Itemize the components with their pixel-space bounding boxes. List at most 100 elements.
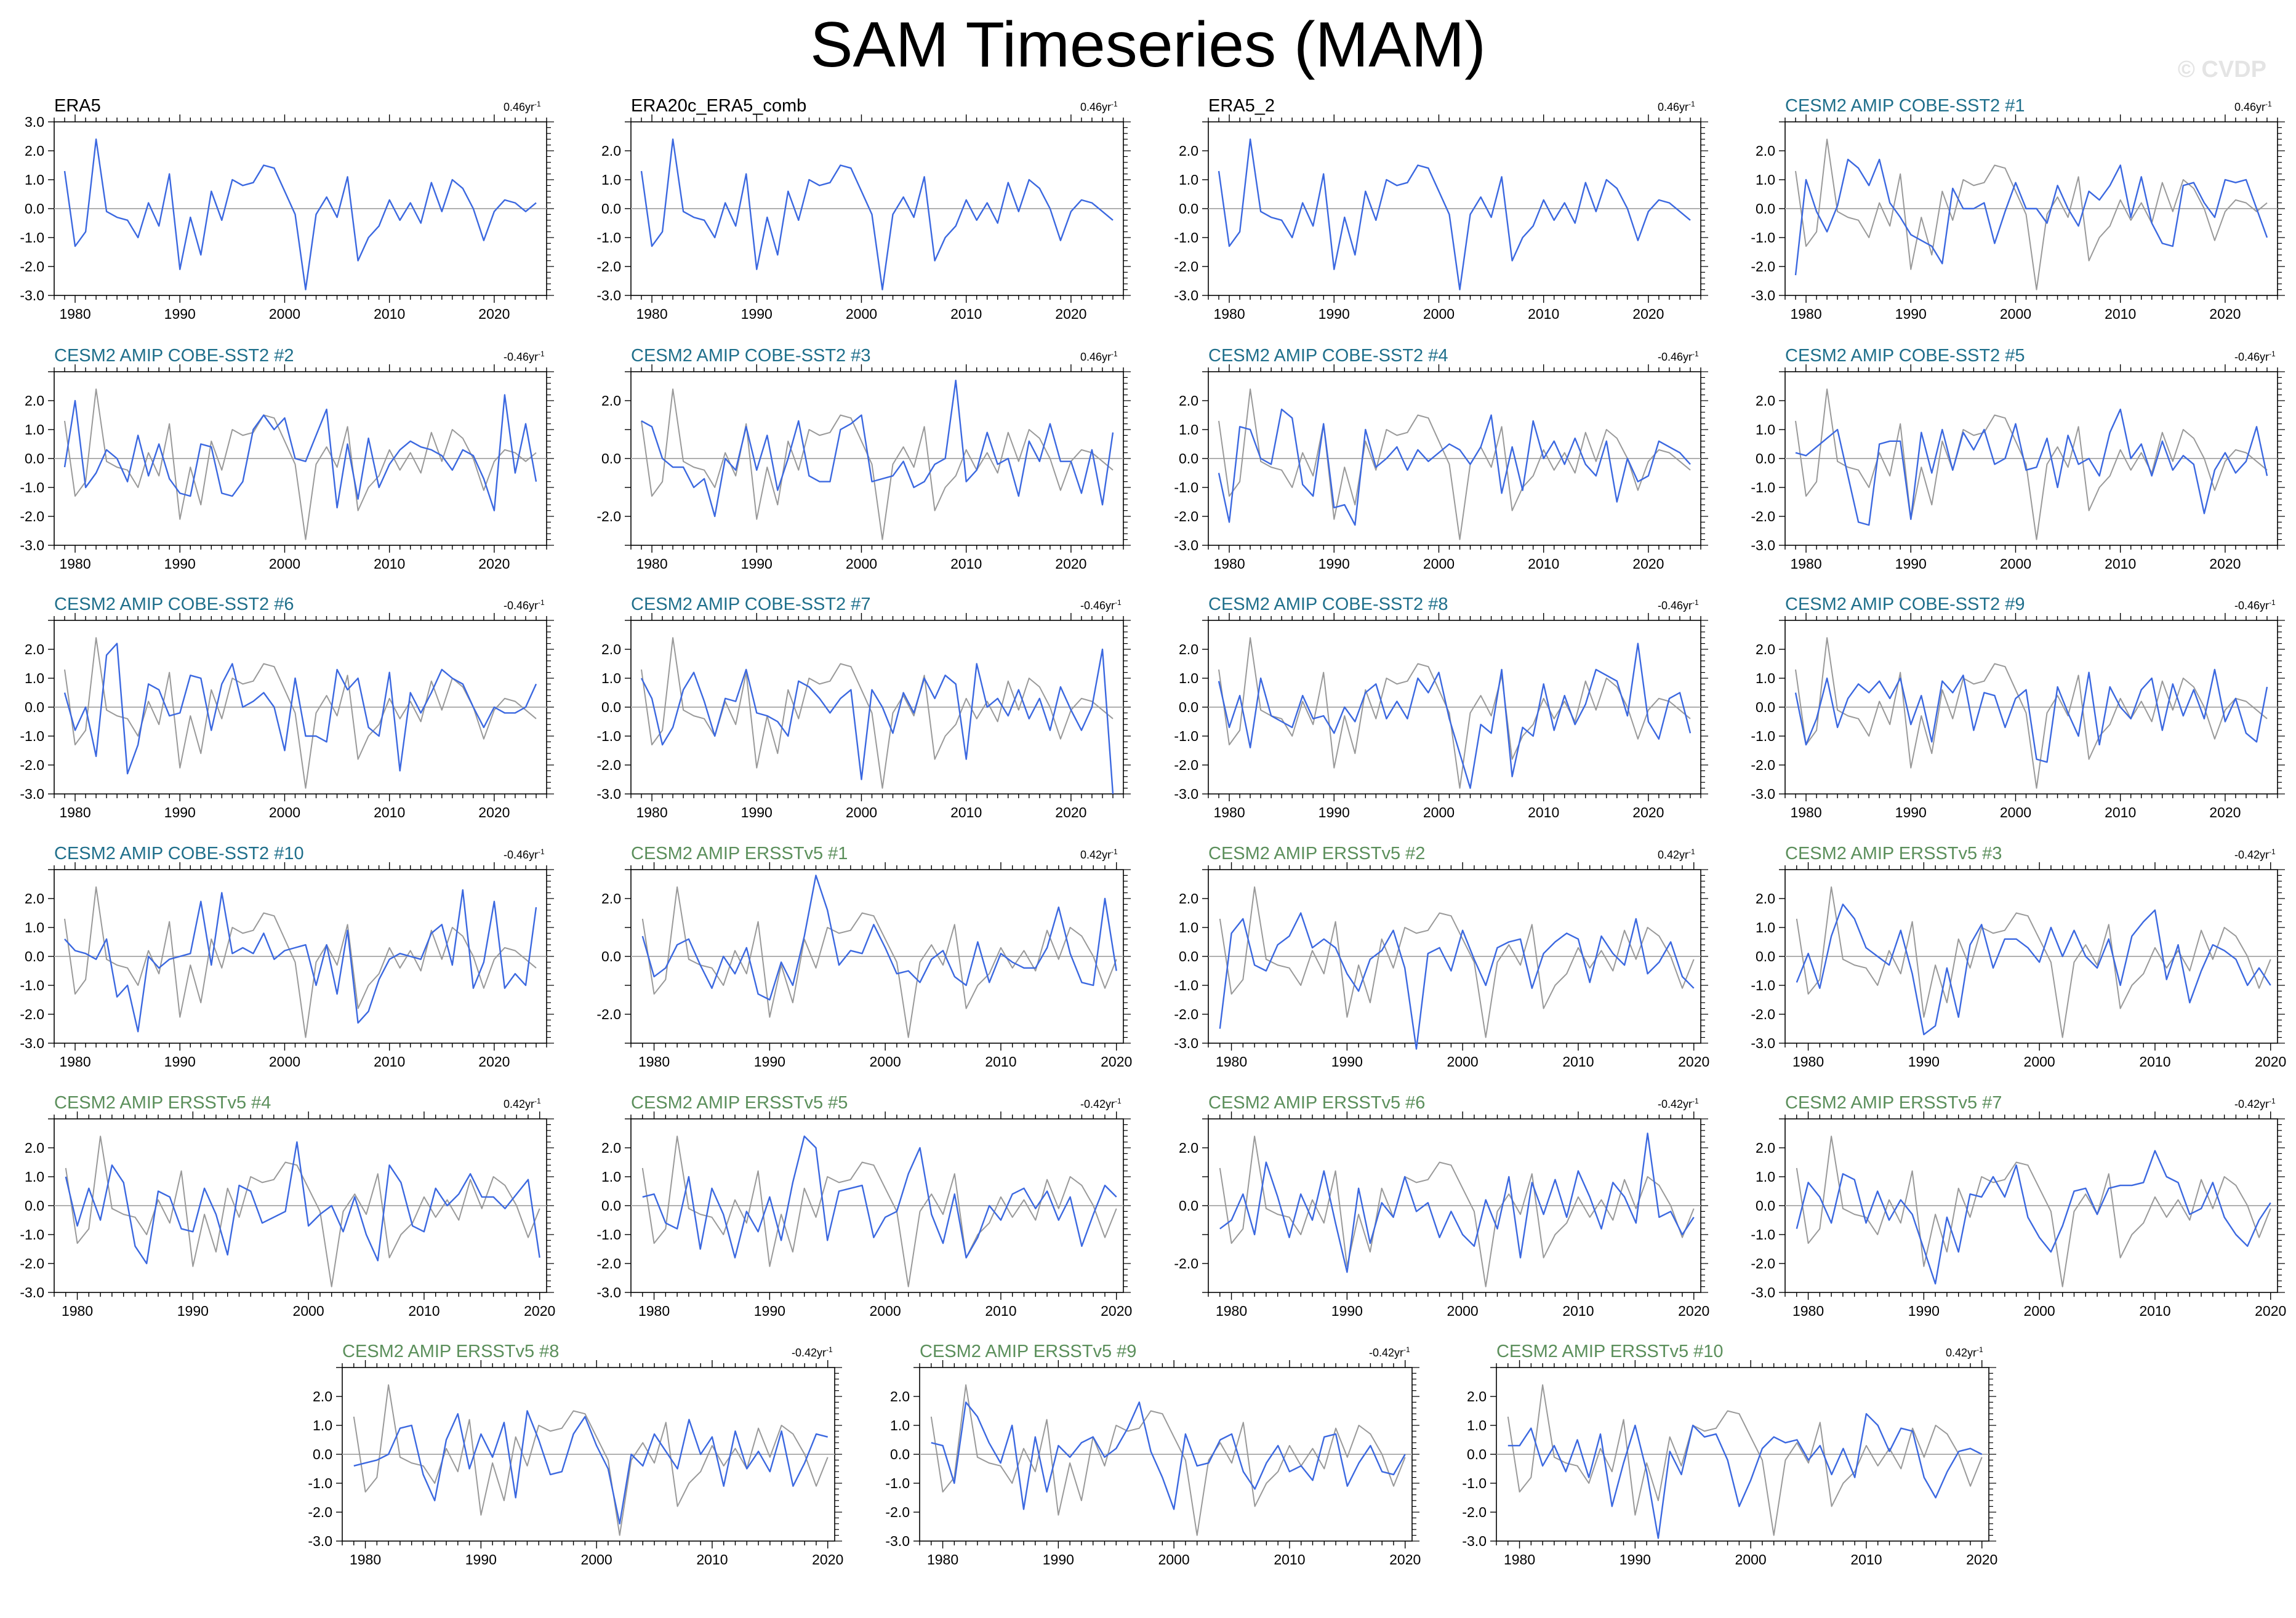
x-tick-label: 1990 — [1319, 306, 1350, 322]
timeseries-plot: 1980 1990 2000 2010 2020 -3.0 -2.0 -1.0 0.0 1.0 2.… — [20, 1111, 555, 1319]
x-tick-label: 1990 — [1895, 556, 1927, 572]
observation-series-line — [1796, 886, 2271, 1038]
sam-panel: CESM2 AMIP ERSSTv5 #6 -0.42yr-1 1980 1990 20… — [1159, 1088, 1713, 1328]
panel-title: CESM2 AMIP COBE-SST2 #7 — [631, 595, 871, 614]
x-tick-label: 2000 — [269, 1054, 300, 1070]
panel-title: CESM2 AMIP COBE-SST2 #2 — [54, 346, 294, 366]
y-tick-label: 2.0 — [1756, 1140, 1775, 1156]
timeseries-plot: 1980 1990 2000 2010 2020 -3.0 -2.0 -1.0 0.0 1.0 2.… — [308, 1360, 843, 1568]
x-tick-label: 2000 — [2000, 306, 2031, 322]
x-tick-label: 2010 — [1274, 1552, 1305, 1568]
trend-label: -0.42yr-1 — [1369, 1345, 1424, 1360]
trend-value: -0.42yr — [1369, 1347, 1404, 1359]
y-tick-label: 0.0 — [1756, 451, 1775, 467]
trend-label: -0.46yr-1 — [1080, 598, 1136, 612]
sam-panel: CESM2 AMIP ERSSTv5 #10 0.42yr-1 1980 1990 20… — [1447, 1337, 2001, 1577]
simulation-series-line — [1218, 138, 1691, 290]
y-tick-label: -1.0 — [1751, 977, 1775, 993]
trend-value: -0.42yr — [792, 1347, 827, 1359]
y-tick-label: 1.0 — [1756, 172, 1775, 188]
x-tick-label: 2010 — [1528, 804, 1559, 820]
x-tick-label: 1990 — [164, 556, 196, 572]
x-tick-label: 2000 — [1423, 556, 1455, 572]
y-tick-label: -1.0 — [20, 728, 44, 744]
sam-panel: CESM2 AMIP COBE-SST2 #4 -0.46yr-1 1980 1990… — [1159, 341, 1713, 581]
trend-label: -0.42yr-1 — [1080, 1097, 1136, 1111]
x-tick-label: 1980 — [59, 306, 90, 322]
panel-title: CESM2 AMIP COBE-SST2 #10 — [54, 844, 304, 863]
x-tick-label: 2000 — [269, 556, 300, 572]
sam-panel: ERA20c_ERA5_comb 0.46yr-1 1980 1990 2000 2010… — [582, 91, 1136, 331]
x-tick-label: 1980 — [1216, 1054, 1247, 1070]
y-tick-label: -3.0 — [596, 1284, 621, 1300]
y-tick-label: -2.0 — [1751, 1256, 1775, 1272]
y-tick-label: 0.0 — [1179, 201, 1198, 217]
simulation-series-line — [1794, 158, 2268, 276]
x-tick-label: 2020 — [2209, 804, 2241, 820]
x-tick-label: 2020 — [2255, 1303, 2286, 1319]
trend-value: 0.46yr — [1658, 101, 1689, 113]
x-tick-label: 2010 — [950, 804, 982, 820]
timeseries-plot: 1980 1990 2000 2010 2020 -3.0 -2.0 -1.0 0.0 1.0 2.… — [1751, 862, 2286, 1070]
trend-exponent: -1 — [1692, 1097, 1699, 1105]
trend-label: -0.42yr-1 — [792, 1345, 847, 1360]
x-tick-label: 1990 — [1908, 1303, 1940, 1319]
y-tick-label: 2.0 — [1179, 641, 1198, 657]
panel-title: CESM2 AMIP COBE-SST2 #9 — [1785, 595, 2025, 614]
simulation-series-line — [1219, 1132, 1695, 1273]
trend-exponent: -1 — [1688, 100, 1695, 108]
trend-value: -0.42yr — [2234, 1098, 2270, 1110]
x-tick-label: 2020 — [478, 1054, 510, 1070]
y-tick-label: 1.0 — [601, 1169, 621, 1185]
y-tick-label: -3.0 — [1174, 1035, 1198, 1051]
y-tick-label: 3.0 — [25, 114, 44, 130]
y-tick-label: 2.0 — [1179, 1140, 1198, 1156]
trend-label: -0.42yr-1 — [2234, 1097, 2290, 1111]
y-tick-label: 0.0 — [313, 1446, 332, 1462]
y-tick-label: -3.0 — [20, 1284, 44, 1300]
x-tick-label: 1980 — [350, 1552, 381, 1568]
x-tick-label: 2020 — [1678, 1054, 1709, 1070]
panel-title: CESM2 AMIP ERSSTv5 #1 — [631, 844, 848, 863]
y-tick-label: 1.0 — [313, 1417, 332, 1433]
y-tick-label: 1.0 — [601, 172, 621, 188]
simulation-series-line — [641, 875, 1117, 1001]
x-tick-label: 1980 — [1792, 1303, 1824, 1319]
simulation-series-line — [353, 1410, 828, 1524]
timeseries-plot: 1980 1990 2000 2010 2020 -3.0 -2.0 -1.0 0.0 1.0 2.… — [1751, 364, 2285, 572]
x-tick-label: 2000 — [1447, 1303, 1479, 1319]
trend-exponent: -1 — [1688, 847, 1695, 856]
x-tick-label: 2020 — [812, 1552, 843, 1568]
y-tick-label: -3.0 — [1751, 287, 1775, 303]
trend-exponent: -1 — [534, 100, 541, 108]
y-tick-label: 0.0 — [601, 948, 621, 964]
sam-panel: ERA5 0.46yr-1 1980 1990 2000 2010 2020 -3.0 -2.0… — [5, 91, 559, 331]
sam-panel: CESM2 AMIP COBE-SST2 #8 -0.46yr-1 1980 1990… — [1159, 590, 1713, 830]
x-tick-label: 2010 — [696, 1552, 728, 1568]
x-tick-label: 2020 — [478, 306, 510, 322]
simulation-series-line — [63, 138, 537, 290]
x-tick-label: 1980 — [1790, 306, 1821, 322]
panel-title: CESM2 AMIP ERSSTv5 #8 — [342, 1342, 560, 1361]
y-tick-label: -2.0 — [596, 508, 621, 524]
y-tick-label: -2.0 — [20, 1006, 44, 1022]
trend-exponent: -1 — [2269, 598, 2276, 607]
trend-value: 0.46yr — [504, 101, 535, 113]
panel-title: CESM2 AMIP ERSSTv5 #4 — [54, 1093, 271, 1113]
y-tick-label: 2.0 — [25, 143, 44, 159]
y-tick-label: 2.0 — [601, 393, 621, 409]
x-tick-label: 2000 — [269, 306, 300, 322]
y-tick-label: -1.0 — [1751, 728, 1775, 744]
trend-exponent: -1 — [538, 847, 545, 856]
y-tick-label: 0.0 — [601, 451, 621, 467]
x-tick-label: 2000 — [846, 556, 877, 572]
x-tick-label: 1980 — [1792, 1054, 1824, 1070]
sam-panel: CESM2 AMIP COBE-SST2 #10 -0.46yr-1 1980 199… — [5, 839, 559, 1079]
y-tick-label: 1.0 — [1756, 1169, 1775, 1185]
trend-label: 0.42yr-1 — [504, 1097, 559, 1111]
y-tick-label: 2.0 — [25, 1140, 44, 1156]
x-tick-label: 2020 — [1632, 306, 1664, 322]
x-tick-label: 1990 — [1331, 1054, 1363, 1070]
x-tick-label: 2000 — [581, 1552, 612, 1568]
trend-exponent: -1 — [2269, 1097, 2276, 1105]
